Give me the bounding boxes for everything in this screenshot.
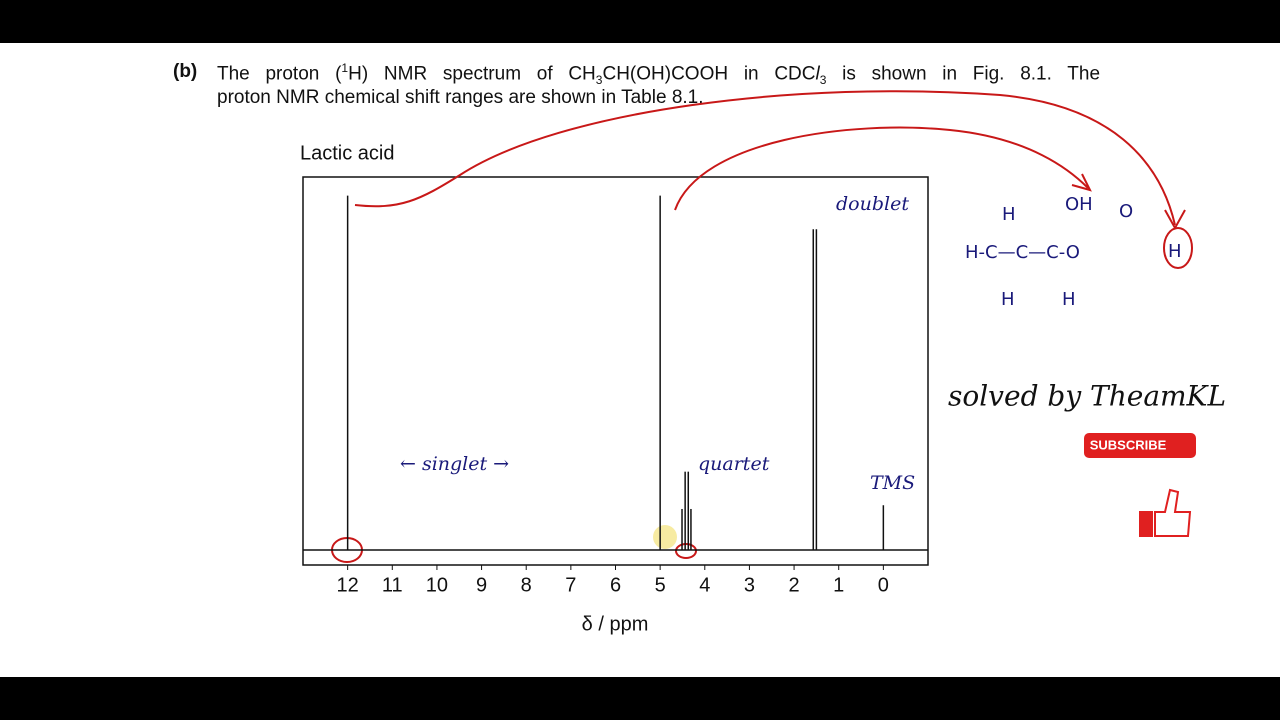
text: l bbox=[815, 63, 820, 85]
text: 1 bbox=[341, 61, 349, 75]
annotation: doublet bbox=[836, 193, 909, 215]
question-line: The proton (1H) NMR spectrum of CH3CH(OH… bbox=[217, 61, 1100, 87]
arrow bbox=[354, 90, 1176, 226]
atom: H bbox=[1001, 289, 1015, 310]
arrow-head bbox=[1071, 173, 1092, 192]
arrow bbox=[674, 126, 1089, 211]
x-tick-label: 8 bbox=[521, 574, 532, 596]
atom: H bbox=[1168, 241, 1182, 262]
annotation: quartet bbox=[698, 453, 770, 475]
text: 3 bbox=[595, 73, 603, 88]
plot-frame bbox=[302, 176, 929, 566]
text: H) NMR spectrum of CH bbox=[348, 63, 596, 85]
credit: solved by TheamKL bbox=[948, 380, 1226, 413]
text: CH(OH)COOH in CDC bbox=[602, 63, 816, 85]
x-tick-label: 12 bbox=[337, 574, 359, 596]
top-bar bbox=[0, 0, 1280, 43]
x-tick-label: 10 bbox=[426, 574, 448, 596]
annotation: TMS bbox=[870, 472, 915, 494]
atom: H bbox=[1002, 204, 1016, 225]
arrow-head bbox=[1164, 209, 1186, 231]
atom: H-C—C—C-O bbox=[965, 242, 1080, 263]
text: 3 bbox=[819, 73, 827, 88]
x-tick-label: 6 bbox=[610, 574, 621, 596]
cursor-highlight bbox=[653, 525, 677, 549]
question-line: proton NMR chemical shift ranges are sho… bbox=[217, 87, 704, 108]
x-tick-label: 3 bbox=[744, 574, 755, 596]
circle bbox=[1163, 227, 1193, 269]
subscribe-button[interactable] bbox=[1084, 433, 1196, 458]
x-tick-label: 2 bbox=[789, 574, 800, 596]
x-tick-label: 0 bbox=[878, 574, 889, 596]
annotation: ← singlet → bbox=[400, 453, 509, 475]
chart-title: Lactic acid bbox=[300, 142, 395, 164]
circle bbox=[675, 543, 697, 559]
question-label: (b) bbox=[173, 61, 198, 82]
x-tick-label: 7 bbox=[565, 574, 576, 596]
atom: H bbox=[1062, 289, 1076, 310]
bottom-bar bbox=[0, 677, 1280, 720]
x-tick-label: 11 bbox=[382, 574, 403, 596]
x-tick-label: 4 bbox=[699, 574, 710, 596]
annotation-strokes bbox=[331, 90, 1193, 563]
x-axis-label: δ / ppm bbox=[582, 613, 649, 635]
x-tick-label: 5 bbox=[655, 574, 666, 596]
x-tick-label: 9 bbox=[476, 574, 487, 596]
like-icon-part bbox=[1140, 512, 1152, 536]
atom: O bbox=[1119, 201, 1133, 222]
atom: OH bbox=[1065, 194, 1093, 215]
text: The proton ( bbox=[217, 63, 342, 85]
text: is shown in Fig. 8.1. The bbox=[826, 63, 1101, 85]
subscribe-label: SUBSCRIBE bbox=[1090, 437, 1167, 452]
x-tick-label: 1 bbox=[833, 574, 844, 596]
